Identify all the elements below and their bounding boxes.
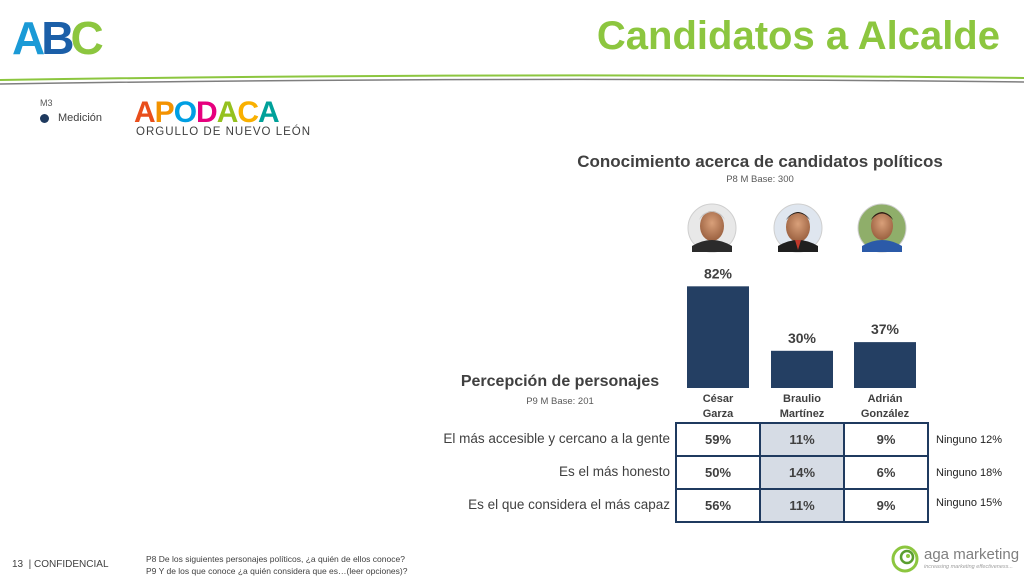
bar-value-label: 82% (704, 265, 733, 281)
table-cell: 50% (675, 455, 761, 490)
ninguno-label: Ninguno 15% (936, 497, 1003, 509)
table-cell: 11% (759, 488, 845, 523)
table-cell: 9% (843, 488, 929, 523)
bar-chart: 82% César Garza 30% Braulio Martínez 37% Adrián… (687, 203, 916, 420)
apodaca-letter: A (258, 96, 280, 129)
table-cell: 6% (843, 455, 929, 490)
bar-category-label: González (861, 408, 910, 420)
footer-note: P8 De los siguientes personajes político… (146, 554, 405, 564)
aga-swirl-icon (891, 545, 919, 573)
svg-text:ABC: ABC (12, 14, 102, 60)
bar-category-label: Adrián (868, 393, 903, 405)
bar (687, 286, 749, 388)
table-cell: 14% (759, 455, 845, 490)
legend-dot-icon (40, 113, 49, 123)
table-cell: 9% (843, 422, 929, 457)
ninguno-label: Ninguno 18% (936, 467, 1003, 479)
bar-category-label: Garza (703, 408, 734, 420)
bar-category-label: Martínez (780, 408, 825, 420)
table-row: 50% 14% 6% (675, 455, 929, 490)
bar-category-label: César (703, 393, 734, 405)
legend-code: M3 (40, 98, 53, 108)
table-cell: 56% (675, 488, 761, 523)
person-photo-adrian (857, 203, 907, 253)
legend-item: Medición (40, 112, 102, 124)
person-photo-cesar (687, 203, 737, 253)
abc-logo: ABC (12, 14, 106, 60)
apodaca-letter: D (196, 96, 218, 129)
chart-title: Conocimiento acerca de candidatos políti… (577, 152, 943, 171)
perception-row-label: Es el más honesto (558, 464, 670, 479)
apodaca-letter: P (154, 96, 175, 129)
footer-page-number: 13 | CONFIDENCIAL (12, 559, 109, 570)
bar-value-label: 37% (871, 321, 900, 337)
page-title: Candidatos a Alcalde (596, 14, 1000, 58)
footer-notes: P8 De los siguientes personajes político… (146, 553, 407, 577)
perception-row-label: El más accesible y cercano a la gente (443, 431, 670, 446)
apodaca-letter: A (216, 96, 239, 129)
perception-title: Percepción de personajes (460, 373, 660, 390)
ninguno-label: Ninguno 12% (936, 434, 1003, 446)
apodaca-logo: APODACA ORGULLO DE NUEVO LEÓN (134, 96, 310, 140)
bar-category-label: Braulio (783, 393, 821, 405)
apodaca-letter: A (134, 96, 156, 129)
table-row: 56% 11% 9% (675, 488, 929, 523)
aga-brand-name: aga marketing (924, 546, 1020, 563)
apodaca-letter: O (173, 96, 197, 129)
footer-note: P9 Y de los que conoce ¿a quién consider… (146, 566, 408, 576)
table-row: 59% 11% 9% (675, 422, 929, 457)
perception-table: 59% 11% 9% 50% 14% 6% 56% 11% 9% (675, 422, 929, 523)
apodaca-logo-word: APODACA (134, 96, 280, 130)
bar-value-label: 30% (788, 330, 817, 346)
chart-base: P8 M Base: 300 (726, 174, 794, 185)
bar (854, 342, 916, 388)
aga-tagline: increasing marketing effectiveness... (924, 564, 1013, 570)
header-divider (0, 74, 1024, 85)
table-cell: 11% (759, 422, 845, 457)
aga-marketing-logo: aga marketing increasing marketing effec… (890, 544, 1020, 576)
perception-base: P9 M Base: 201 (526, 396, 594, 407)
bar (771, 350, 833, 388)
table-cell: 59% (675, 422, 761, 457)
person-photo-braulio (773, 203, 823, 253)
perception-row-label: Es el que considera el más capaz (468, 497, 670, 512)
apodaca-logo-subtitle: ORGULLO DE NUEVO LEÓN (136, 126, 312, 138)
legend-label: Medición (58, 112, 103, 124)
apodaca-letter: C (237, 96, 259, 129)
